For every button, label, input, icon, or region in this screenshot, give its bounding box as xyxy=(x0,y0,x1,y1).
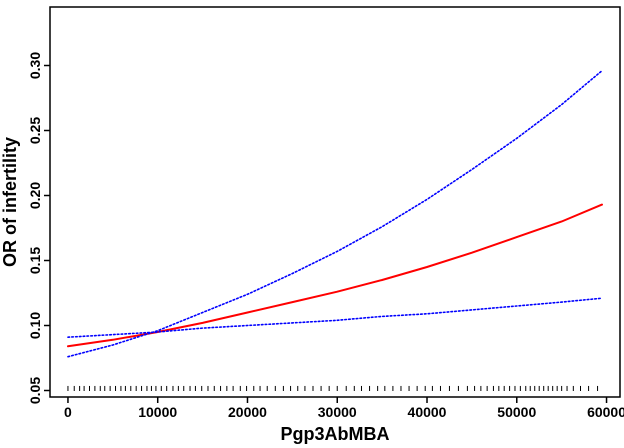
x-tick-label: 30000 xyxy=(318,404,357,420)
y-axis: 0.05 0.10 0.15 0.20 0.25 0.30 xyxy=(27,52,50,404)
x-tick-label: 10000 xyxy=(138,404,177,420)
y-tick-label: 0.30 xyxy=(27,52,43,79)
y-tick-label: 0.10 xyxy=(27,312,43,339)
x-tick-label: 0 xyxy=(64,404,72,420)
series-line-lower-ci xyxy=(67,297,603,339)
y-tick-label: 0.15 xyxy=(27,247,43,274)
x-axis-title: Pgp3AbMBA xyxy=(281,424,390,444)
series-line-estimate xyxy=(67,203,603,348)
series-line-upper-ci xyxy=(67,69,603,358)
y-tick-label: 0.20 xyxy=(27,182,43,209)
x-tick-label: 50000 xyxy=(497,404,536,420)
y-tick-label: 0.25 xyxy=(27,117,43,144)
x-tick-label: 20000 xyxy=(228,404,267,420)
rug xyxy=(67,385,599,391)
series-layer xyxy=(67,69,603,358)
y-tick-label: 0.05 xyxy=(27,377,43,404)
x-axis: 0 10000 20000 30000 40000 50000 60000 xyxy=(64,397,624,420)
plot-frame xyxy=(49,6,621,398)
x-tick-label: 60000 xyxy=(587,404,624,420)
y-axis-title: OR of infertility xyxy=(0,137,20,267)
x-tick-label: 40000 xyxy=(408,404,447,420)
